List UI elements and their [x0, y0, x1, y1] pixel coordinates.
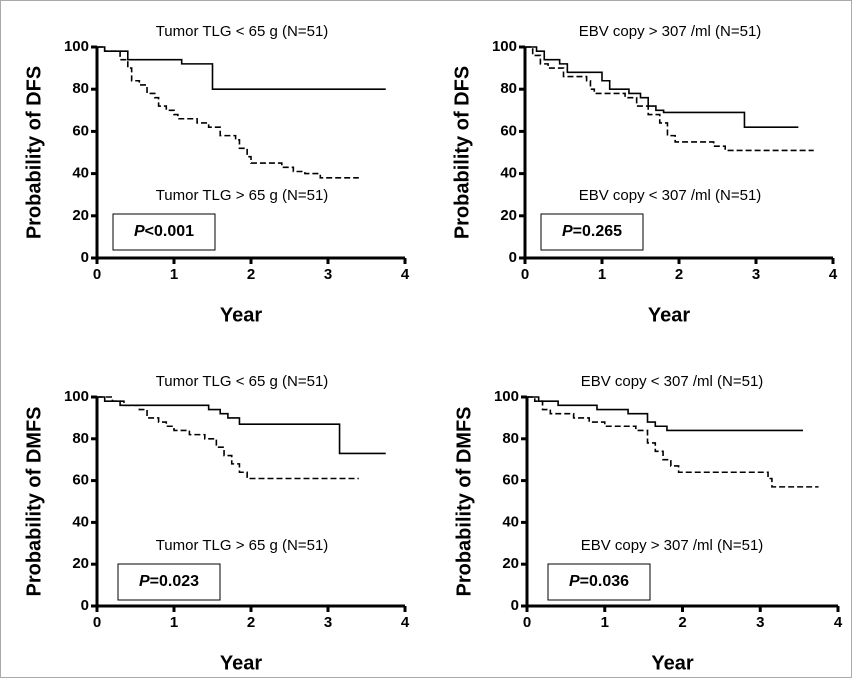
x-tick-label: 0	[93, 266, 101, 283]
series-label: EBV copy < 307 /ml (N=51)	[581, 373, 764, 390]
x-axis-title: Year	[648, 304, 690, 326]
x-tick-label: 4	[401, 266, 410, 283]
x-tick-label: 3	[756, 614, 764, 631]
y-tick-label: 60	[500, 122, 517, 139]
y-tick-label: 100	[492, 38, 517, 55]
x-tick-label: 0	[521, 266, 529, 283]
series-label: Tumor TLG < 65 g (N=51)	[156, 373, 329, 390]
y-tick-label: 20	[72, 555, 89, 572]
y-tick-label: 60	[72, 122, 89, 139]
x-tick-label: 4	[401, 614, 410, 631]
p-value-box	[547, 563, 651, 601]
y-tick-label: 100	[64, 388, 89, 405]
y-axis-title: Probability of DMFS	[23, 407, 45, 597]
series-label: EBV copy > 307 /ml (N=51)	[581, 537, 764, 554]
y-tick-label: 20	[72, 207, 89, 224]
x-tick-label: 2	[675, 266, 683, 283]
p-label: P	[562, 223, 573, 240]
p-number: =0.023	[150, 573, 199, 590]
survival-curve	[97, 46, 359, 179]
p-value-box	[117, 563, 221, 601]
p-value: P=0.023	[139, 573, 199, 590]
y-axis-title: Probability of DFS	[23, 66, 45, 239]
p-value-box	[540, 213, 644, 251]
y-tick-label: 100	[64, 38, 89, 55]
p-value-box	[112, 213, 216, 251]
x-tick-label: 1	[170, 614, 178, 631]
p-value: P<0.001	[134, 223, 194, 240]
y-tick-label: 80	[72, 80, 89, 97]
y-tick-label: 80	[500, 80, 517, 97]
y-tick-label: 60	[72, 472, 89, 489]
p-label: P	[134, 223, 145, 240]
x-tick-label: 1	[601, 614, 609, 631]
x-axis-title: Year	[651, 652, 693, 674]
y-tick-label: 20	[500, 207, 517, 224]
survival-curve	[527, 396, 804, 432]
x-axis-title: Year	[220, 304, 262, 326]
x-tick-label: 1	[598, 266, 606, 283]
series-label: EBV copy > 307 /ml (N=51)	[579, 23, 762, 40]
y-tick-label: 20	[502, 555, 519, 572]
p-number: =0.036	[580, 573, 629, 590]
survival-curve	[525, 46, 799, 128]
x-axis-title: Year	[220, 652, 262, 674]
survival-curve	[97, 396, 359, 480]
y-tick-label: 40	[502, 513, 519, 530]
series-label: Tumor TLG > 65 g (N=51)	[156, 187, 329, 204]
p-number: <0.001	[145, 223, 194, 240]
x-tick-label: 3	[324, 266, 332, 283]
survival-curve	[527, 396, 819, 488]
series-label: EBV copy < 307 /ml (N=51)	[579, 187, 762, 204]
p-value: P=0.036	[569, 573, 629, 590]
y-tick-label: 60	[502, 472, 519, 489]
y-tick-label: 100	[494, 388, 519, 405]
y-tick-label: 40	[500, 165, 517, 182]
series-label: Tumor TLG < 65 g (N=51)	[156, 23, 329, 40]
y-axis-title: Probability of DMFS	[453, 407, 475, 597]
series-label: Tumor TLG > 65 g (N=51)	[156, 537, 329, 554]
y-tick-label: 40	[72, 165, 89, 182]
x-tick-label: 2	[247, 614, 255, 631]
survival-curve	[525, 46, 814, 152]
p-label: P	[139, 573, 150, 590]
x-tick-label: 1	[170, 266, 178, 283]
x-tick-label: 4	[829, 266, 838, 283]
x-tick-label: 3	[752, 266, 760, 283]
x-tick-label: 2	[678, 614, 686, 631]
p-label: P	[569, 573, 580, 590]
y-tick-label: 80	[72, 430, 89, 447]
p-value: P=0.265	[562, 223, 622, 240]
y-tick-label: 0	[509, 249, 517, 266]
x-tick-label: 2	[247, 266, 255, 283]
y-tick-label: 0	[81, 597, 89, 614]
x-tick-label: 4	[834, 614, 843, 631]
x-tick-label: 0	[523, 614, 531, 631]
y-tick-label: 0	[511, 597, 519, 614]
x-tick-label: 3	[324, 614, 332, 631]
y-tick-label: 40	[72, 513, 89, 530]
y-axis-title: Probability of DFS	[451, 66, 473, 239]
x-tick-label: 0	[93, 614, 101, 631]
y-tick-label: 80	[502, 430, 519, 447]
p-number: =0.265	[573, 223, 622, 240]
y-tick-label: 0	[81, 249, 89, 266]
